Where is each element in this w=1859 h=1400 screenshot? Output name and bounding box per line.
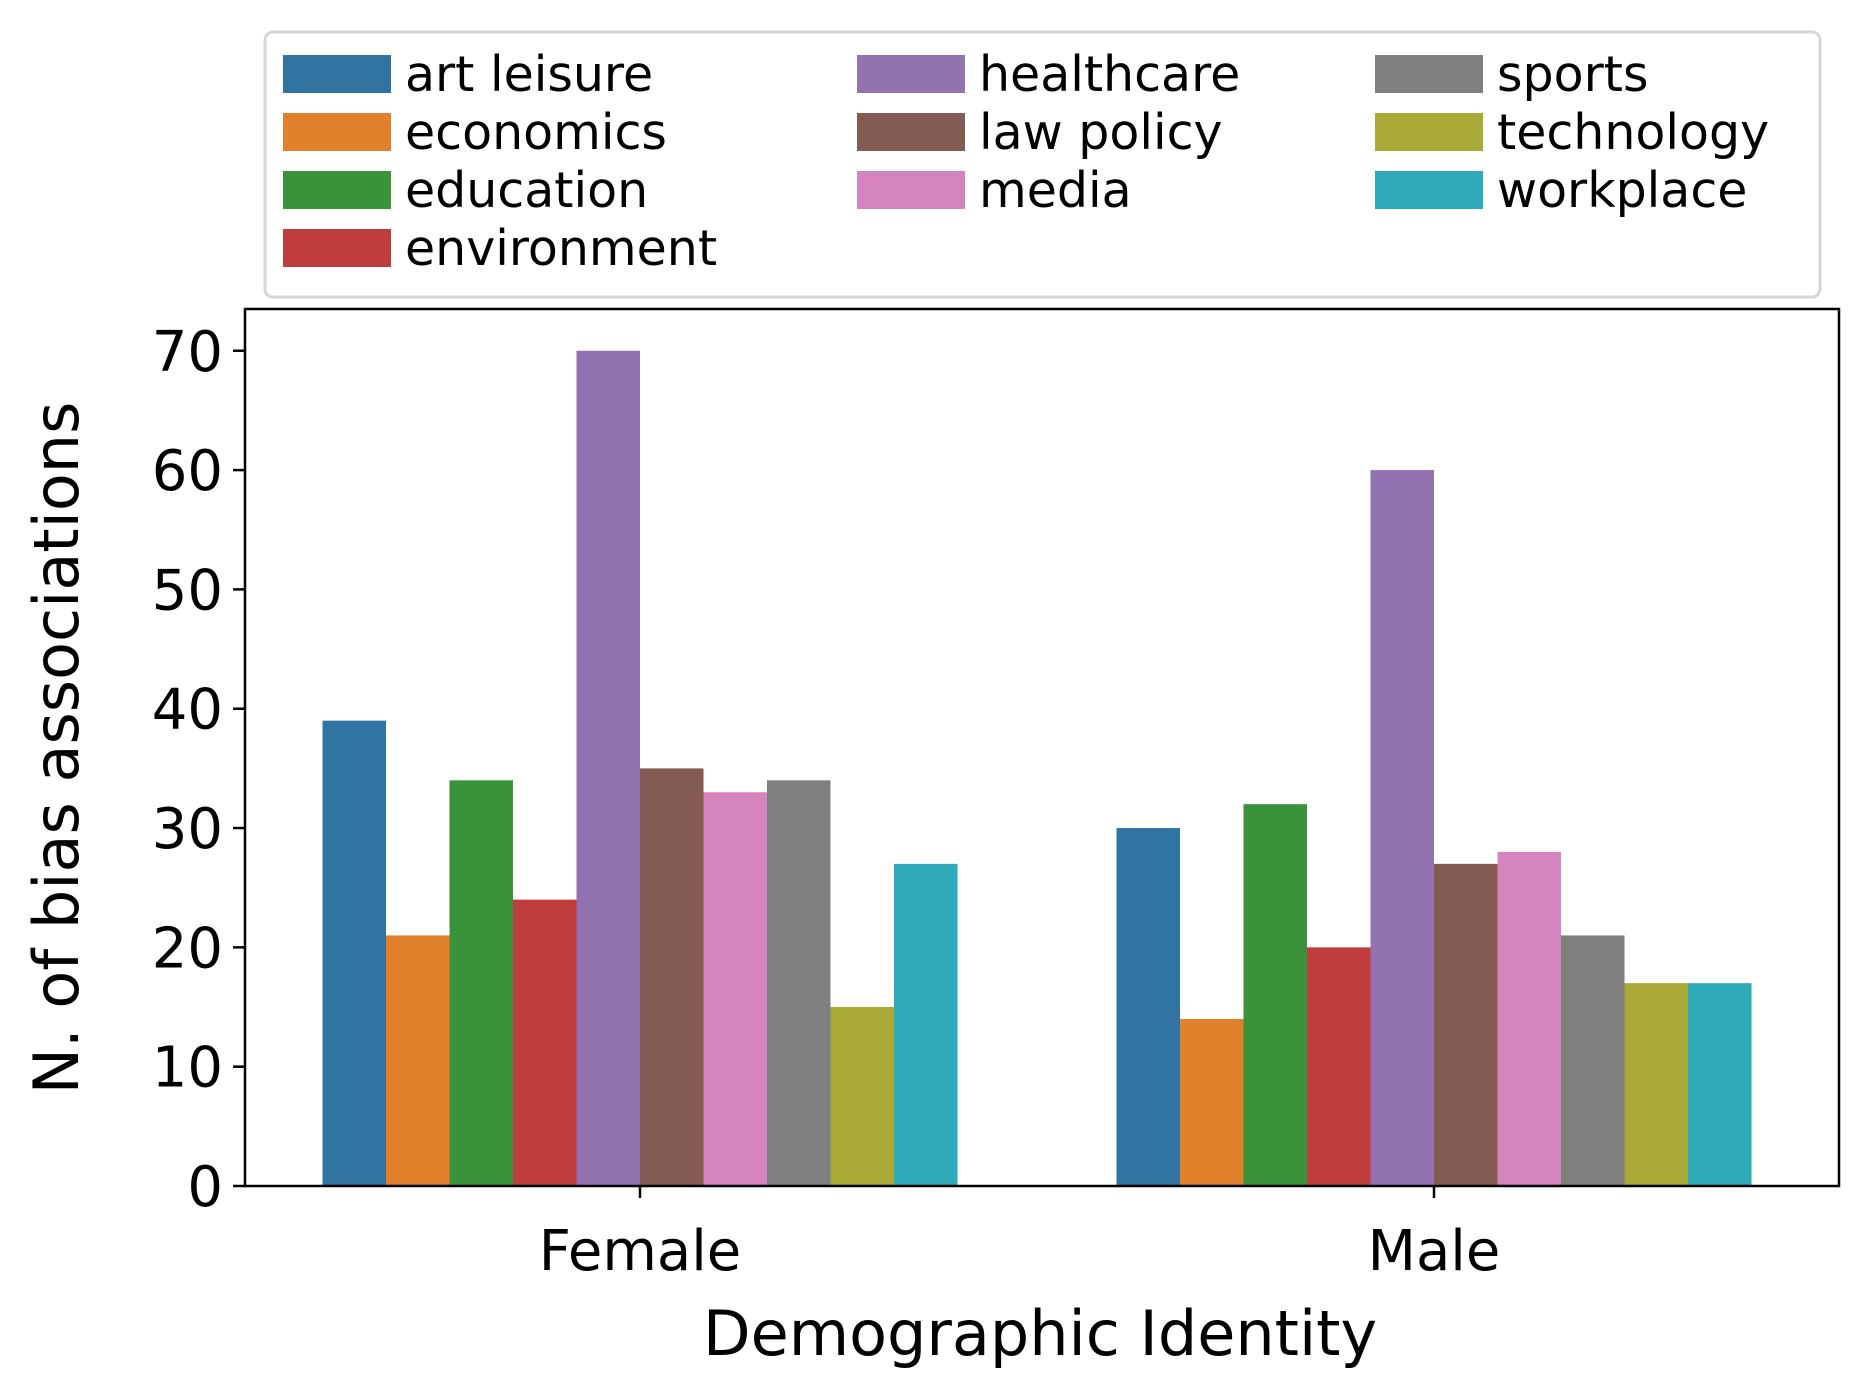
legend-label-economics: economics — [405, 104, 667, 161]
y-axis-title: N. of bias associations — [20, 402, 93, 1095]
legend-label-law-policy: law policy — [979, 104, 1223, 161]
y-tick-label: 40 — [152, 678, 223, 743]
legend-label-environment: environment — [405, 220, 717, 277]
legend: art leisureeconomicseducationenvironment… — [283, 46, 1769, 277]
legend-swatch-education — [283, 171, 391, 209]
bar-female-environment — [513, 899, 577, 1186]
legend-swatch-healthcare — [857, 55, 965, 93]
legend-label-sports: sports — [1497, 46, 1649, 103]
legend-frame — [263, 30, 1822, 299]
y-axis: 0 10 20 30 40 50 60 70 — [152, 320, 245, 1220]
y-tick-label: 0 — [187, 1155, 223, 1220]
legend-label-education: education — [405, 162, 648, 219]
y-tick-label: 60 — [152, 439, 223, 504]
bar-male-education — [1243, 804, 1307, 1186]
bar-female-economics — [386, 935, 450, 1186]
bar-male-workplace — [1688, 983, 1752, 1186]
bar-female-healthcare — [576, 350, 640, 1186]
bar-female-law-policy — [640, 768, 704, 1186]
y-tick-label: 30 — [152, 797, 223, 862]
bars-group — [322, 350, 1752, 1187]
x-axis-title: Demographic Identity — [703, 1297, 1377, 1370]
y-tick-label: 20 — [152, 916, 223, 981]
bar-male-law-policy — [1434, 863, 1498, 1186]
plot-frame — [243, 307, 1841, 1188]
legend-label-workplace: workplace — [1497, 162, 1747, 219]
y-tick-label: 10 — [152, 1036, 223, 1101]
legend-swatch-law-policy — [857, 113, 965, 151]
y-tick-label: 50 — [152, 558, 223, 623]
bar-male-healthcare — [1370, 470, 1434, 1187]
bar-female-sports — [767, 780, 831, 1186]
legend-swatch-media — [857, 171, 965, 209]
legend-swatch-environment — [283, 229, 391, 267]
bar-female-workplace — [894, 863, 958, 1186]
bar-female-media — [703, 792, 767, 1186]
x-tick-label-female: Female — [539, 1219, 741, 1284]
legend-swatch-sports — [1375, 55, 1483, 93]
legend-label-healthcare: healthcare — [979, 46, 1240, 103]
legend-swatch-economics — [283, 113, 391, 151]
bar-male-technology — [1624, 983, 1688, 1186]
legend-label-technology: technology — [1497, 104, 1769, 161]
bar-male-environment — [1307, 947, 1371, 1186]
bar-male-art-leisure — [1116, 828, 1180, 1186]
legend-swatch-art-leisure — [283, 55, 391, 93]
legend-label-media: media — [979, 162, 1132, 219]
bar-female-art-leisure — [322, 720, 386, 1186]
bar-female-education — [449, 780, 513, 1186]
bar-male-sports — [1561, 935, 1625, 1186]
legend-swatch-workplace — [1375, 171, 1483, 209]
bar-male-economics — [1180, 1018, 1244, 1186]
y-tick-label: 70 — [152, 320, 223, 385]
x-tick-label-male: Male — [1368, 1219, 1501, 1284]
x-axis: Female Male — [539, 1186, 1501, 1284]
bar-female-technology — [830, 1007, 894, 1186]
bar-male-media — [1497, 851, 1561, 1186]
legend-swatch-technology — [1375, 113, 1483, 151]
legend-label-art-leisure: art leisure — [405, 46, 653, 103]
